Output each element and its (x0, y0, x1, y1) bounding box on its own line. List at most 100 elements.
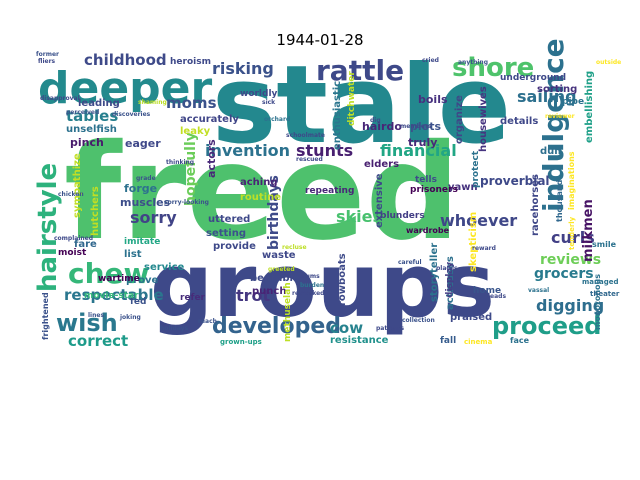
cloud-word-frightened: frightened (41, 292, 50, 340)
cloud-word-grocers: grocers (534, 266, 594, 282)
cloud-word-trot: trot (236, 286, 271, 305)
cloud-word-grade: grade (136, 175, 156, 182)
cloud-word-burden: burden (300, 282, 324, 289)
cloud-word-prisoners: prisoners (410, 185, 458, 195)
cloud-word-embellishing: embellishing (584, 71, 595, 143)
cloud-word-vassal: vassal (528, 287, 549, 294)
cloud-word-routine: routine (240, 192, 281, 203)
cloud-word-cow: cow (330, 319, 363, 337)
cloud-word-indulgence: indulgence (537, 38, 570, 212)
cloud-word-wartime: wartime (98, 274, 140, 284)
cloud-word-sorry: sorry (130, 208, 177, 227)
cloud-word-punch: punch (252, 286, 286, 297)
cloud-word-rattle: rattle (316, 54, 404, 87)
cloud-word-bearable: bearable (250, 273, 300, 284)
cloud-word-developed: developed (212, 314, 341, 339)
cloud-word-slums: slums (300, 273, 320, 280)
cloud-word-lines: lines (88, 312, 104, 319)
cloud-word-service: service (144, 262, 185, 273)
cloud-word-eager: eager (125, 137, 161, 150)
cloud-word-provide: provide (213, 241, 256, 252)
cloud-word-freed: freed (64, 116, 460, 270)
cloud-word-imaginations: imaginations (567, 151, 576, 210)
cloud-word-whoever: whoever (440, 211, 517, 230)
cloud-word-fed: fed (130, 297, 146, 307)
cloud-word-skies: skies (336, 207, 382, 226)
cloud-word-setting: setting (206, 228, 246, 239)
cloud-word-former: former (36, 51, 59, 58)
cloud-word-invention: invention (205, 141, 290, 160)
cloud-word-discoveries: discoveries (112, 111, 151, 118)
cloud-word-careful: careful (398, 259, 422, 266)
cloud-word-forge: forge (124, 182, 157, 195)
cloud-word-uttered: uttered (208, 214, 250, 225)
cloud-word-list: list (124, 249, 142, 260)
cloud-word-proceed: proceed (492, 312, 601, 340)
cloud-word-shore: shore (452, 53, 534, 83)
cloud-word-boils: boils (418, 93, 448, 106)
cloud-word-accurately: accurately (180, 114, 239, 125)
cloud-word-childhood: childhood (84, 51, 167, 69)
cloud-word-refer: refer (180, 293, 206, 303)
cloud-word-correct: correct (68, 332, 128, 350)
cloud-word-deeper: deeper (38, 63, 213, 114)
cloud-word-joking: joking (119, 314, 141, 321)
cloud-word-racehorses: racehorses (530, 174, 541, 236)
cloud-word-cinema: cinema (464, 338, 493, 346)
cloud-word-pinch: pinch (70, 136, 104, 149)
cloud-word-blunders: blunders (380, 211, 425, 221)
cloud-word-heroism: heroism (170, 57, 211, 67)
cloud-word-hopefully: hopefully (183, 132, 199, 206)
cloud-word-dull: dull (540, 146, 561, 157)
cloud-word-hairdo: hairdo (362, 120, 402, 133)
cloud-word-protect: protect (471, 150, 481, 188)
cloud-word-methuselah: methuselah (283, 282, 293, 342)
cloud-word-imitate: imitate (124, 237, 160, 247)
cloud-word-curls: curls (551, 228, 595, 247)
cloud-word-orchard: orchard (264, 116, 290, 123)
cloud-word-actors: actors (205, 139, 218, 178)
cloud-word-cried: cried (422, 57, 439, 64)
cloud-word-actresses: actresses (445, 256, 456, 310)
cloud-word-places: places (436, 265, 458, 272)
cloud-word-underground: underground (500, 73, 566, 83)
cloud-word-wardrobe: wardrobe (406, 226, 450, 235)
cloud-word-housewives: housewives (478, 86, 489, 152)
cloud-word-remarked: remarked (292, 290, 324, 297)
cloud-word-reward: reward (472, 245, 496, 252)
cloud-word-movie-star: movie-star (84, 291, 139, 301)
cloud-word-hairstyle: hairstyle (33, 163, 63, 292)
cloud-word-disapproval: disapproval (40, 95, 80, 102)
cloud-word-unselfish: unselfish (66, 124, 117, 135)
cloud-word-truly: truly (408, 136, 437, 149)
cloud-word-smile: smile (592, 240, 617, 249)
cloud-word-chew: chew (68, 257, 149, 290)
cloud-word-fliers: fliers (38, 58, 56, 65)
cloud-word-fall: fall (440, 336, 456, 346)
cloud-word-reviews: reviews (540, 252, 601, 268)
cloud-word-home: home (473, 286, 501, 296)
cloud-word-praised: praised (450, 312, 492, 323)
cloud-word-muscles: muscles (120, 196, 171, 209)
cloud-word-elders: elders (364, 159, 399, 170)
cloud-word-reach: reach (198, 318, 217, 325)
cloud-word-outside: outside (596, 59, 621, 66)
cloud-word-sailing: sailing (517, 87, 577, 106)
cloud-word-financial: financial (380, 141, 457, 160)
cloud-word-wish: wish (56, 309, 118, 337)
cloud-word-anything: anything (458, 59, 488, 66)
cloud-word-recluse: recluse (282, 244, 307, 251)
cloud-word-repeating: repeating (305, 186, 354, 196)
cloud-word-proverbial: proverbial (480, 174, 550, 188)
cloud-word-worldly: worldly (240, 89, 278, 99)
cloud-word-sick: sick (262, 99, 276, 106)
cloud-word-perceived: perceived (66, 109, 99, 116)
cloud-word-shaming: shaming (138, 99, 167, 106)
cloud-word-skepticism: skepticism (468, 212, 479, 272)
cloud-word-collection: collection (402, 317, 435, 324)
cloud-word-moist: moist (58, 248, 87, 258)
cloud-word-thinking: thinking (166, 159, 194, 166)
cloud-word-digging: digging (536, 296, 604, 315)
cloud-word-sorry-looking: sorry-looking (164, 199, 209, 206)
